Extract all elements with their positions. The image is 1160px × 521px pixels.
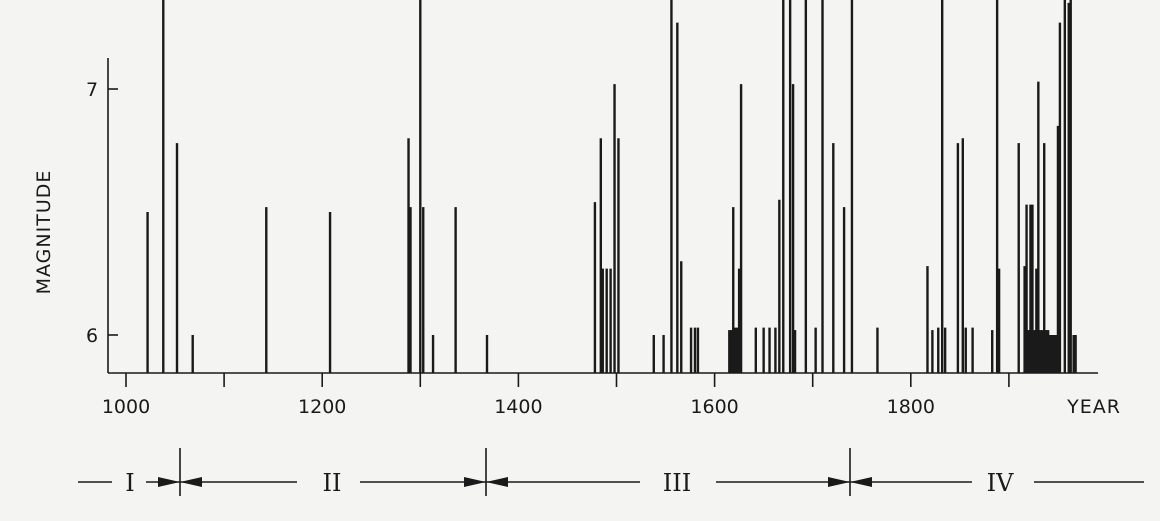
x-tick-label: 1000 bbox=[102, 396, 150, 418]
period-arrow-right bbox=[158, 477, 180, 487]
y-tick-label: 6 bbox=[86, 325, 98, 347]
x-tick-label: 1800 bbox=[887, 396, 935, 418]
period-arrow-right bbox=[828, 477, 850, 487]
y-tick-label: 7 bbox=[86, 79, 98, 101]
period-arrow-left bbox=[486, 477, 508, 487]
axes: 67810001200140016001800 bbox=[86, 58, 1098, 418]
period-label: IV bbox=[987, 469, 1014, 497]
period-label: II bbox=[323, 469, 342, 497]
period-arrow-right bbox=[464, 477, 486, 487]
x-axis-title: YEAR bbox=[1066, 396, 1121, 418]
bars bbox=[146, 0, 1077, 373]
x-tick-label: 1600 bbox=[690, 396, 738, 418]
period-arrow-left bbox=[180, 477, 202, 487]
x-tick-label: 1400 bbox=[494, 396, 542, 418]
period-arrow-left bbox=[850, 477, 872, 487]
x-tick-label: 1200 bbox=[298, 396, 346, 418]
period-label: I bbox=[125, 469, 134, 497]
y-axis-title: MAGNITUDE bbox=[33, 170, 55, 295]
period-label: III bbox=[663, 469, 691, 497]
period-strip: I II III IV bbox=[78, 448, 1144, 497]
